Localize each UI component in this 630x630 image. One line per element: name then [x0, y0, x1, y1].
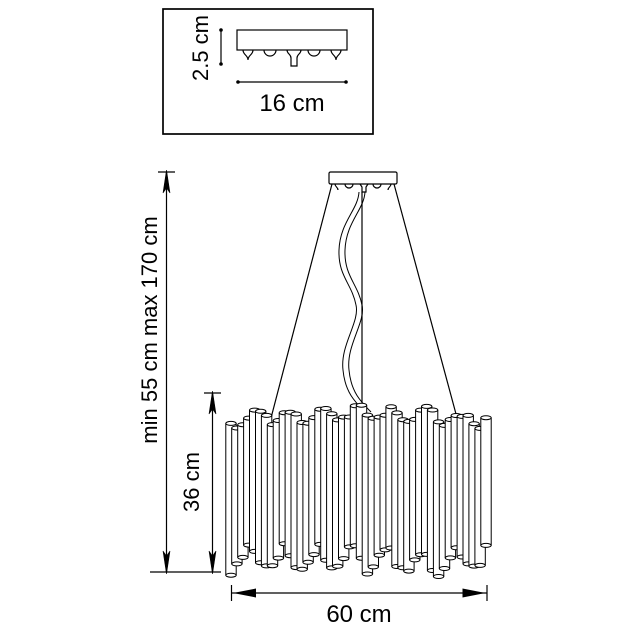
- svg-text:min 55 cm max 170 cm: min 55 cm max 170 cm: [137, 216, 162, 443]
- svg-text:2.5 cm: 2.5 cm: [188, 15, 213, 81]
- svg-text:60 cm: 60 cm: [326, 601, 391, 628]
- svg-text:36 cm: 36 cm: [179, 452, 204, 512]
- svg-text:16 cm: 16 cm: [259, 90, 324, 117]
